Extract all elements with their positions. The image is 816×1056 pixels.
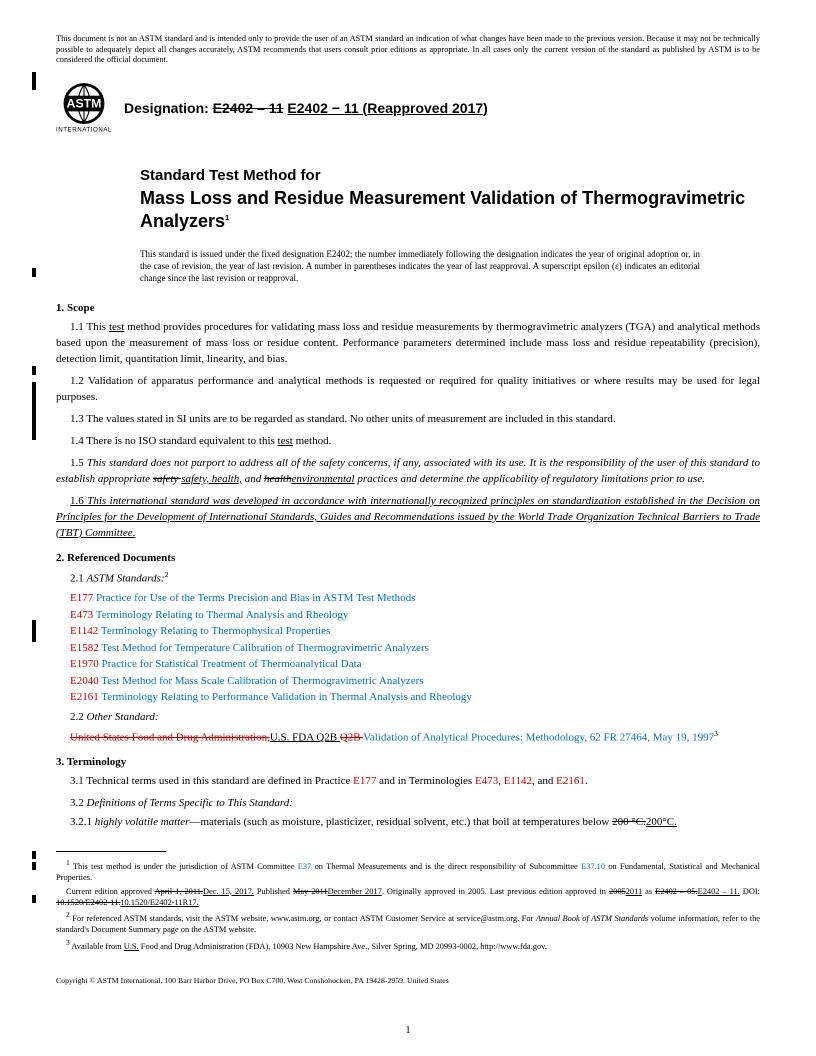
ref-2-1: 2.1 ASTM Standards:2: [56, 570, 760, 588]
copyright-line: Copyright © ASTM International, 100 Barr…: [56, 976, 760, 985]
disclaimer-text: This document is not an ASTM standard an…: [56, 34, 760, 66]
astm-logo: ASTM INTERNATIONAL: [56, 80, 112, 136]
title-main: Mass Loss and Residue Measurement Valida…: [140, 187, 760, 232]
designation-line: Designation: E2402 – 11 E2402 − 11 (Reap…: [124, 100, 488, 116]
term-3-1: 3.1 Technical terms used in this standar…: [56, 774, 760, 790]
svg-text:ASTM: ASTM: [67, 96, 102, 110]
footnote-3: 3 Available from U.S. Food and Drug Admi…: [56, 938, 760, 952]
designation-label: Designation:: [124, 100, 213, 116]
change-bar: [32, 268, 36, 277]
page-number: 1: [0, 1025, 816, 1036]
document-page: This document is not an ASTM standard an…: [0, 0, 816, 1056]
ref-item[interactable]: E177 Practice for Use of the Terms Preci…: [70, 590, 760, 607]
change-bar: [32, 366, 36, 375]
referenced-heading: 2. Referenced Documents: [56, 552, 760, 564]
ref-item[interactable]: E1582 Test Method for Temperature Calibr…: [70, 640, 760, 657]
ref-item[interactable]: E2040 Test Method for Mass Scale Calibra…: [70, 673, 760, 690]
scope-1-2: 1.2 Validation of apparatus performance …: [56, 374, 760, 406]
ref-2-2: 2.2 Other Standard:: [56, 710, 760, 726]
ref-item[interactable]: E473 Terminology Relating to Thermal Ana…: [70, 607, 760, 624]
term-3-2: 3.2 Definitions of Terms Specific to Thi…: [56, 796, 760, 812]
change-bar: [32, 851, 36, 859]
issued-note: This standard is issued under the fixed …: [140, 248, 700, 284]
designation-new: E2402 − 11 (Reapproved 2017): [287, 100, 487, 116]
header-row: ASTM INTERNATIONAL Designation: E2402 – …: [56, 80, 760, 136]
change-bar: [32, 895, 36, 903]
designation-old: E2402 – 11: [213, 100, 284, 116]
term-3-2-1: 3.2.1 highly volatile matter—materials (…: [56, 815, 760, 831]
change-bar: [32, 382, 36, 440]
other-standard[interactable]: United States Food and Drug Administrati…: [84, 729, 760, 747]
footnote-1b: Current edition approved April 1, 2011.D…: [56, 886, 760, 909]
scope-1-4: 1.4 There is no ISO standard equivalent …: [56, 434, 760, 450]
title-block: Standard Test Method for Mass Loss and R…: [140, 166, 760, 233]
footnote-rule: [56, 851, 166, 852]
astm-standards-list: E177 Practice for Use of the Terms Preci…: [56, 590, 760, 706]
change-bar: [32, 862, 36, 870]
scope-heading: 1. Scope: [56, 302, 760, 314]
terminology-heading: 3. Terminology: [56, 756, 760, 768]
title-lead: Standard Test Method for: [140, 166, 760, 186]
ref-item[interactable]: E1970 Practice for Statistical Treatment…: [70, 656, 760, 673]
ref-item[interactable]: E2161 Terminology Relating to Performanc…: [70, 689, 760, 706]
change-bar: [32, 72, 36, 90]
scope-1-5: 1.5 This standard does not purport to ad…: [56, 456, 760, 488]
footnote-2: 2 For referenced ASTM standards, visit t…: [56, 910, 760, 935]
ref-item[interactable]: E1142 Terminology Relating to Thermophys…: [70, 623, 760, 640]
scope-1-1: 1.1 This test method provides procedures…: [56, 320, 760, 368]
scope-1-3: 1.3 The values stated in SI units are to…: [56, 412, 760, 428]
scope-1-6: 1.6 This international standard was deve…: [56, 494, 760, 542]
svg-text:INTERNATIONAL: INTERNATIONAL: [56, 126, 112, 133]
change-bar: [32, 620, 36, 642]
footnote-1: 1 This test method is under the jurisdic…: [56, 858, 760, 883]
